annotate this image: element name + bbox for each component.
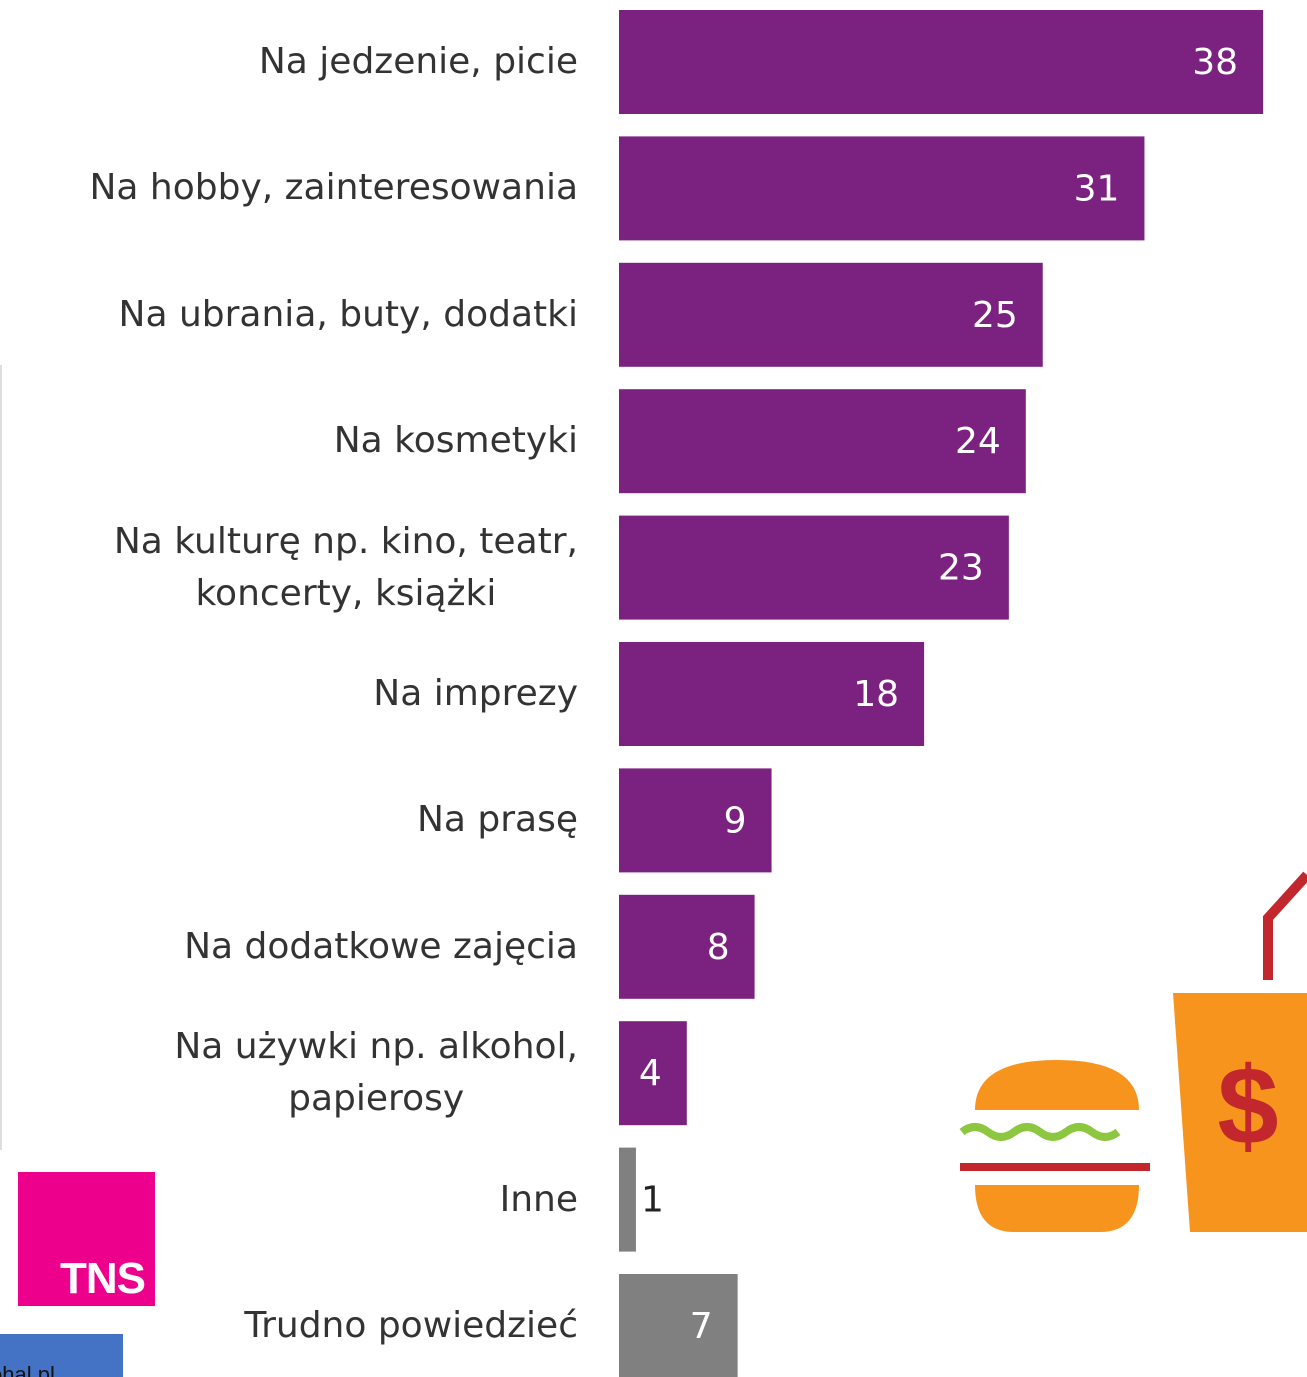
- category-label: Na prasę: [416, 799, 578, 841]
- bar: [619, 768, 772, 873]
- value-label: 7: [690, 1306, 713, 1347]
- value-label: 18: [853, 674, 899, 715]
- category-label: Na imprezy: [373, 673, 578, 714]
- category-label: Na jedzenie, picie: [258, 41, 578, 82]
- bar: [619, 894, 755, 999]
- bar: [619, 1021, 687, 1126]
- category-label: Na używki np. alkohol, papierosy: [174, 1026, 578, 1120]
- bar: [619, 262, 1043, 367]
- category-label: Na dodatkowe zajęcia: [184, 925, 578, 967]
- category-label: Na ubrania, buty, dodatki: [118, 293, 578, 335]
- category-label: Inne: [499, 1178, 578, 1220]
- value-label: 4: [639, 1053, 662, 1094]
- svg-text:$: $: [1217, 1045, 1278, 1168]
- value-label: 24: [955, 421, 1001, 462]
- bar: [619, 515, 1009, 620]
- bar: [619, 10, 1264, 114]
- tns-logo: TNS: [18, 1172, 155, 1306]
- value-label: 38: [1192, 42, 1238, 83]
- cup-icon: $: [1173, 871, 1307, 1232]
- burger-icon: [959, 1060, 1150, 1232]
- category-label: Trudno powiedzieć: [244, 1305, 578, 1346]
- category-label: Na hobby, zainteresowania: [89, 167, 578, 209]
- value-label: 9: [724, 800, 747, 841]
- bar: [619, 1274, 738, 1377]
- value-label: 25: [972, 295, 1018, 336]
- value-label: 8: [707, 927, 730, 968]
- bar: [619, 136, 1145, 241]
- category-label: Na kulturę np. kino, teatr, koncerty, ks…: [113, 520, 578, 614]
- category-label: Na kosmetyki: [333, 420, 578, 462]
- source-badge: ohal.pl: [0, 1334, 123, 1377]
- value-label: 1: [641, 1180, 664, 1221]
- bar: [619, 1147, 636, 1252]
- value-label: 23: [938, 548, 984, 589]
- bar: [619, 389, 1026, 494]
- bar: [619, 642, 925, 746]
- value-label: 31: [1074, 168, 1120, 209]
